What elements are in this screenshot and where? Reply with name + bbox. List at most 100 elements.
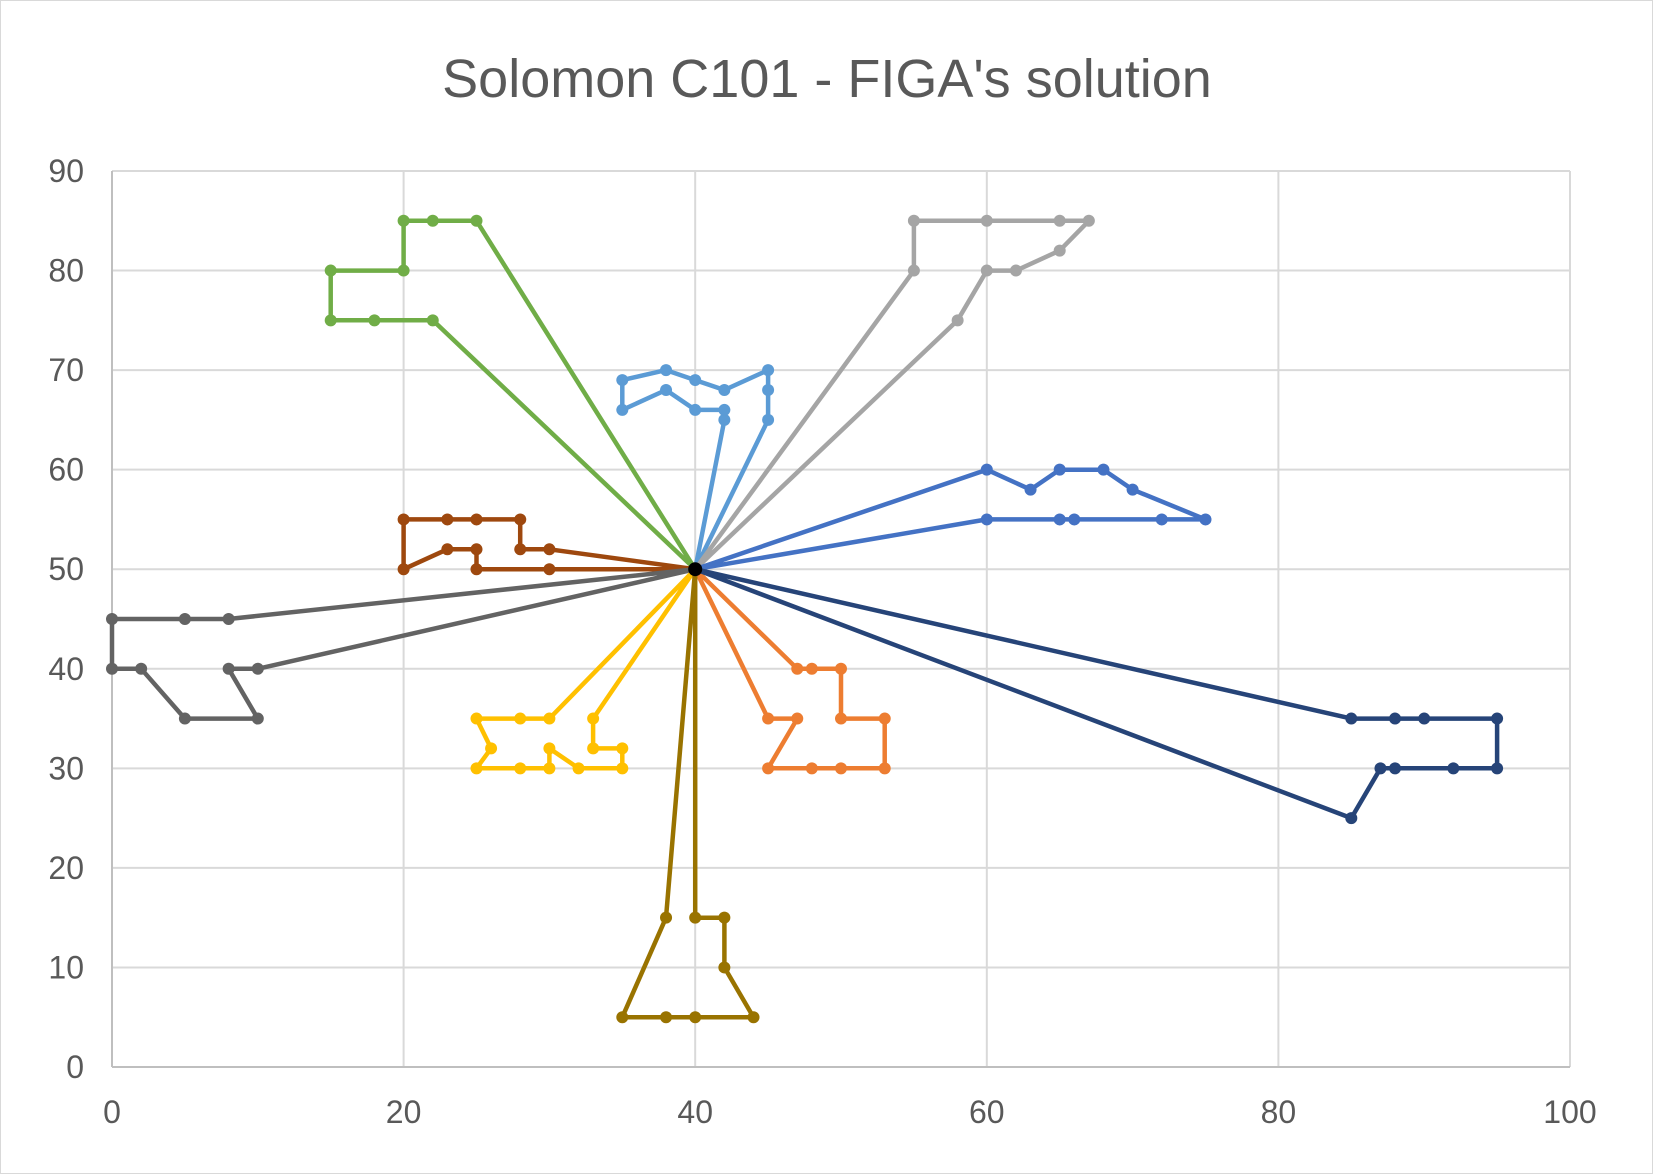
customer-point bbox=[441, 513, 454, 526]
customer-point bbox=[1389, 712, 1402, 725]
customer-point bbox=[660, 364, 673, 377]
series-layer bbox=[106, 214, 1504, 1024]
route-line bbox=[692, 566, 1500, 821]
customer-point bbox=[616, 762, 629, 775]
gridlines bbox=[112, 170, 1571, 1067]
customer-point bbox=[1155, 513, 1168, 526]
route-series-4 bbox=[692, 463, 1212, 572]
customer-point bbox=[397, 563, 410, 576]
customer-point bbox=[514, 543, 527, 556]
customer-point bbox=[572, 762, 585, 775]
customer-point bbox=[324, 264, 337, 277]
route-series-7 bbox=[470, 566, 698, 775]
customer-point bbox=[980, 513, 993, 526]
customer-point bbox=[514, 762, 527, 775]
customer-point bbox=[660, 384, 673, 397]
customer-point bbox=[980, 264, 993, 277]
customer-point bbox=[791, 662, 804, 675]
customer-point bbox=[1374, 762, 1387, 775]
customer-point bbox=[718, 413, 731, 426]
customer-point bbox=[762, 762, 775, 775]
customer-point bbox=[1082, 214, 1095, 227]
customer-point bbox=[426, 214, 439, 227]
customer-point bbox=[1126, 483, 1139, 496]
x-tick-label: 40 bbox=[677, 1094, 713, 1130]
customer-point bbox=[587, 712, 600, 725]
customer-point bbox=[1389, 762, 1402, 775]
customer-point bbox=[616, 374, 629, 387]
customer-point bbox=[660, 911, 673, 924]
customer-point bbox=[718, 911, 731, 924]
customer-point bbox=[368, 314, 381, 327]
customer-point bbox=[1491, 712, 1504, 725]
x-tick-label: 0 bbox=[103, 1094, 121, 1130]
customer-point bbox=[1345, 712, 1358, 725]
customer-point bbox=[762, 413, 775, 426]
customer-point bbox=[1491, 762, 1504, 775]
customer-point bbox=[980, 214, 993, 227]
customer-point bbox=[1053, 244, 1066, 257]
y-tick-label: 60 bbox=[48, 452, 84, 488]
customer-point bbox=[1024, 483, 1037, 496]
chart-title: Solomon C101 - FIGA's solution bbox=[442, 49, 1212, 109]
customer-point bbox=[587, 742, 600, 755]
route-series-2 bbox=[616, 364, 775, 572]
customer-point bbox=[689, 911, 702, 924]
customer-point bbox=[878, 762, 891, 775]
depot-point bbox=[688, 562, 703, 577]
customer-point bbox=[178, 712, 191, 725]
x-tick-label: 20 bbox=[386, 1094, 422, 1130]
customer-point bbox=[878, 712, 891, 725]
route-line bbox=[692, 467, 1208, 572]
customer-point bbox=[1053, 214, 1066, 227]
customer-point bbox=[397, 513, 410, 526]
route-series-9 bbox=[692, 566, 1504, 825]
customer-point bbox=[1053, 463, 1066, 476]
customer-point bbox=[1053, 513, 1066, 526]
customer-point bbox=[470, 543, 483, 556]
depot-layer bbox=[688, 562, 703, 577]
customer-point bbox=[951, 314, 964, 327]
route-line bbox=[692, 218, 1092, 572]
customer-point bbox=[689, 374, 702, 387]
customer-point bbox=[980, 463, 993, 476]
route-line bbox=[620, 566, 756, 1020]
customer-point bbox=[689, 403, 702, 416]
customer-point bbox=[514, 712, 527, 725]
customer-point bbox=[222, 613, 235, 625]
customer-point bbox=[616, 1011, 629, 1024]
route-series-8 bbox=[692, 566, 891, 775]
route-series-10 bbox=[616, 566, 760, 1024]
customer-point bbox=[1199, 513, 1212, 526]
x-tick-label: 80 bbox=[1261, 1094, 1297, 1130]
customer-point bbox=[426, 314, 439, 327]
customer-point bbox=[718, 403, 731, 416]
customer-point bbox=[470, 513, 483, 526]
customer-point bbox=[805, 762, 818, 775]
customer-point bbox=[660, 1011, 673, 1024]
customer-point bbox=[441, 543, 454, 556]
customer-point bbox=[1097, 463, 1110, 476]
customer-point bbox=[689, 1011, 702, 1024]
y-tick-label: 20 bbox=[48, 850, 84, 886]
route-series-5 bbox=[397, 513, 698, 576]
customer-point bbox=[178, 613, 191, 625]
route-line bbox=[328, 218, 698, 572]
customer-point bbox=[1345, 812, 1358, 825]
customer-point bbox=[835, 712, 847, 725]
customer-point bbox=[251, 662, 264, 675]
customer-point bbox=[805, 662, 818, 675]
customer-point bbox=[397, 214, 410, 227]
customer-point bbox=[1418, 712, 1431, 725]
customer-point bbox=[543, 712, 556, 725]
customer-point bbox=[222, 662, 235, 675]
customer-point bbox=[543, 543, 556, 556]
customer-point bbox=[470, 762, 483, 775]
customer-point bbox=[907, 264, 920, 277]
route-series-1 bbox=[324, 214, 698, 572]
customer-point bbox=[907, 214, 920, 227]
customer-point bbox=[791, 712, 804, 725]
customer-point bbox=[470, 214, 483, 227]
x-tick-label: 100 bbox=[1543, 1094, 1596, 1130]
